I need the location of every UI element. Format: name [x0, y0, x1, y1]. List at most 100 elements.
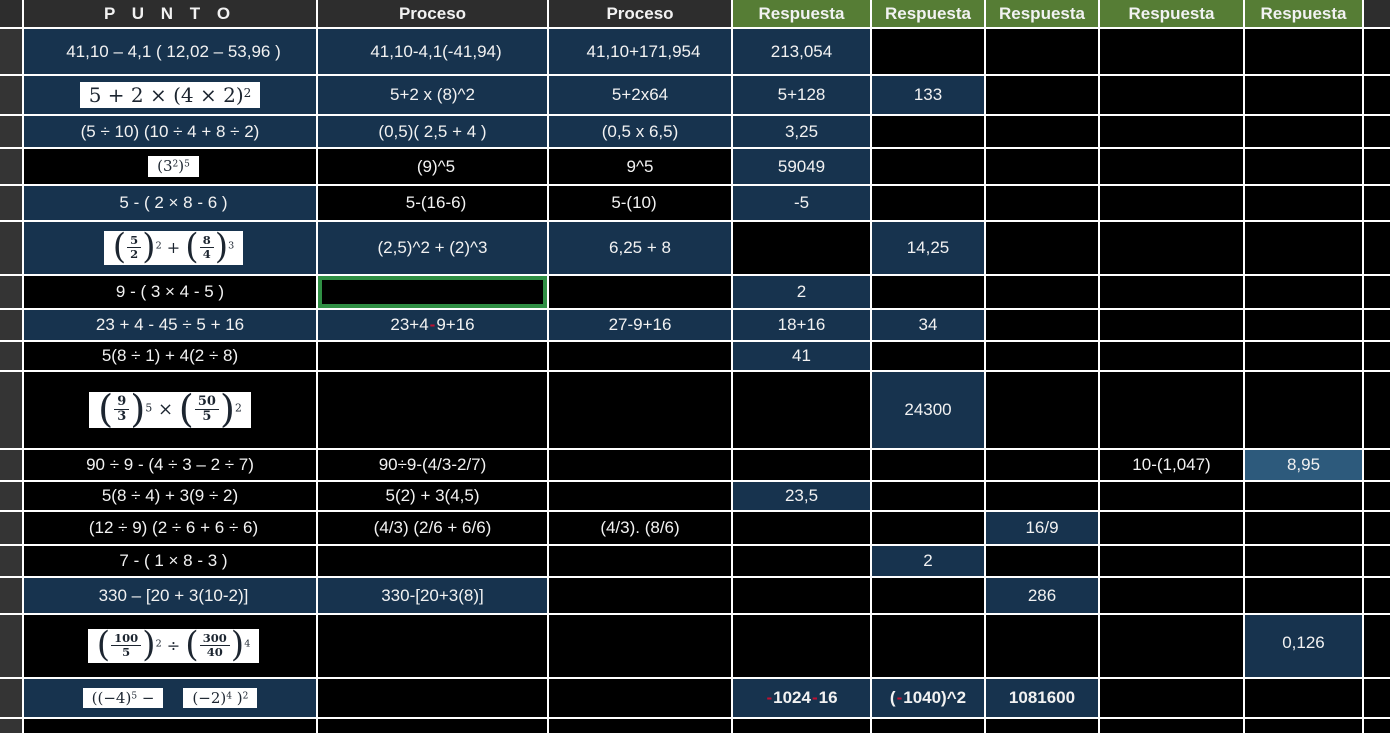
cell-r2-respuesta2[interactable]: 133 [872, 76, 984, 114]
row-header[interactable] [0, 342, 22, 370]
empty-cell[interactable] [986, 29, 1098, 74]
empty-cell[interactable] [872, 578, 984, 613]
empty-cell[interactable] [986, 186, 1098, 220]
empty-cell[interactable] [318, 342, 547, 370]
empty-cell[interactable] [549, 679, 731, 717]
empty-cell[interactable] [872, 29, 984, 74]
empty-cell[interactable] [1245, 276, 1362, 308]
cell-r2-punto[interactable]: 5 + 2 × (4 × 2) 2 [24, 76, 316, 114]
row-header[interactable] [0, 679, 22, 717]
cell-r11-respuesta4[interactable]: 10-(1,047) [1100, 450, 1243, 480]
column-header-respuesta-4[interactable]: Respuesta [1100, 0, 1243, 27]
empty-cell[interactable] [1364, 149, 1390, 184]
empty-cell[interactable] [986, 342, 1098, 370]
cell-r10-punto[interactable]: (9 3) 5 × (50 5) 2 [24, 372, 316, 448]
cell-r5-respuesta1[interactable]: -5 [733, 186, 870, 220]
empty-cell[interactable] [872, 450, 984, 480]
empty-cell[interactable] [318, 372, 547, 448]
empty-cell[interactable] [986, 76, 1098, 114]
cell-r12-proceso1[interactable]: 5(2) + 3(4,5) [318, 482, 547, 510]
empty-cell[interactable] [986, 372, 1098, 448]
empty-cell[interactable] [1100, 546, 1243, 576]
empty-cell[interactable] [1100, 482, 1243, 510]
cell-r3-respuesta1[interactable]: 3,25 [733, 116, 870, 147]
cell-r3-proceso1[interactable]: (0,5)( 2,5 + 4 ) [318, 116, 547, 147]
empty-cell[interactable] [549, 546, 731, 576]
cell-r16-punto[interactable]: (100 5) 2 ÷ (300 40) 4 [24, 615, 316, 677]
empty-cell[interactable] [318, 615, 547, 677]
cell-r15-proceso1[interactable]: 330-[20+3(8)] [318, 578, 547, 613]
empty-cell[interactable] [1364, 342, 1390, 370]
row-header[interactable] [0, 29, 22, 74]
cell-r11-respuesta5[interactable]: 8,95 [1245, 450, 1362, 480]
empty-cell[interactable] [1364, 76, 1390, 114]
empty-cell[interactable] [1245, 679, 1362, 717]
empty-cell[interactable] [1245, 512, 1362, 544]
empty-cell[interactable] [1364, 679, 1390, 717]
empty-cell[interactable] [1100, 342, 1243, 370]
empty-cell[interactable] [872, 276, 984, 308]
cell-r2-proceso1[interactable]: 5+2 x (8)^2 [318, 76, 547, 114]
empty-cell[interactable] [872, 116, 984, 147]
cell-r13-respuesta3[interactable]: 16/9 [986, 512, 1098, 544]
cell-r16-respuesta5[interactable]: 0,126 [1245, 615, 1362, 677]
empty-cell[interactable] [986, 116, 1098, 147]
empty-cell[interactable] [1100, 29, 1243, 74]
empty-cell[interactable] [986, 482, 1098, 510]
empty-cell[interactable] [549, 276, 731, 308]
empty-cell[interactable] [1100, 719, 1243, 733]
row-header[interactable] [0, 719, 22, 733]
row-header[interactable] [0, 512, 22, 544]
empty-cell[interactable] [872, 719, 984, 733]
empty-cell[interactable] [549, 615, 731, 677]
empty-cell[interactable] [1364, 186, 1390, 220]
row-header[interactable] [0, 450, 22, 480]
empty-cell[interactable] [1100, 512, 1243, 544]
selected-cell[interactable] [318, 276, 547, 308]
empty-cell[interactable] [1245, 546, 1362, 576]
cell-r1-respuesta1[interactable]: 213,054 [733, 29, 870, 74]
column-header-extra[interactable] [1364, 0, 1390, 27]
cell-r7-punto[interactable]: 9 - ( 3 × 4 - 5 ) [24, 276, 316, 308]
row-header[interactable] [0, 222, 22, 274]
column-header-punto[interactable]: P U N T O [24, 0, 316, 27]
cell-r1-punto[interactable]: 41,10 – 4,1 ( 12,02 – 53,96 ) [24, 29, 316, 74]
corner-header-cell[interactable] [0, 0, 22, 27]
empty-cell[interactable] [1100, 615, 1243, 677]
empty-cell[interactable] [549, 372, 731, 448]
empty-cell[interactable] [986, 450, 1098, 480]
empty-cell[interactable] [1364, 116, 1390, 147]
empty-cell[interactable] [1100, 222, 1243, 274]
row-header[interactable] [0, 310, 22, 340]
row-header[interactable] [0, 116, 22, 147]
empty-cell[interactable] [1100, 679, 1243, 717]
empty-cell[interactable] [733, 615, 870, 677]
cell-r12-punto[interactable]: 5(8 ÷ 4) + 3(9 ÷ 2) [24, 482, 316, 510]
empty-cell[interactable] [1245, 116, 1362, 147]
empty-cell[interactable] [549, 578, 731, 613]
cell-r7-respuesta1[interactable]: 2 [733, 276, 870, 308]
column-header-proceso-1[interactable]: Proceso [318, 0, 547, 27]
empty-cell[interactable] [1100, 149, 1243, 184]
empty-cell[interactable] [872, 342, 984, 370]
empty-cell[interactable] [318, 546, 547, 576]
cell-r6-proceso2[interactable]: 6,25 + 8 [549, 222, 731, 274]
cell-r4-respuesta1[interactable]: 59049 [733, 149, 870, 184]
cell-r17-punto[interactable]: ((−4) 5 − (−2) 4 ) 2 [24, 679, 316, 717]
empty-cell[interactable] [549, 482, 731, 510]
empty-cell[interactable] [733, 578, 870, 613]
empty-cell[interactable] [1245, 222, 1362, 274]
row-header[interactable] [0, 276, 22, 308]
column-header-proceso-2[interactable]: Proceso [549, 0, 731, 27]
empty-cell[interactable] [1364, 372, 1390, 448]
empty-cell[interactable] [1364, 615, 1390, 677]
cell-r14-punto[interactable]: 7 - ( 1 × 8 - 3 ) [24, 546, 316, 576]
empty-cell[interactable] [1364, 546, 1390, 576]
empty-cell[interactable] [1100, 578, 1243, 613]
empty-cell[interactable] [1364, 512, 1390, 544]
row-header[interactable] [0, 615, 22, 677]
cell-r6-proceso1[interactable]: (2,5)^2 + (2)^3 [318, 222, 547, 274]
empty-cell[interactable] [1364, 578, 1390, 613]
row-header[interactable] [0, 482, 22, 510]
empty-cell[interactable] [1245, 482, 1362, 510]
